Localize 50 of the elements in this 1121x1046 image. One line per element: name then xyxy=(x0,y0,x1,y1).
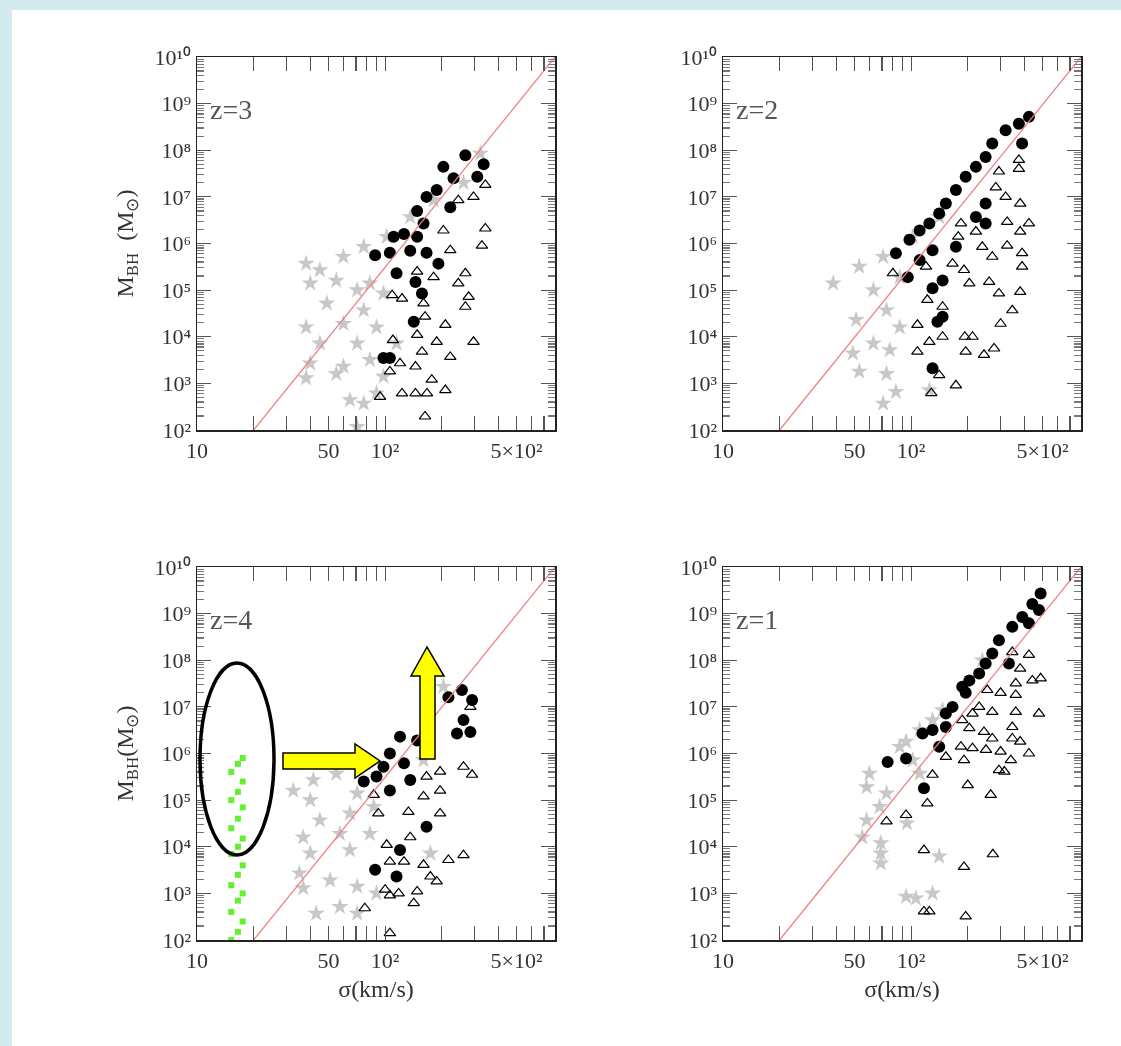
y-tick-label: 10⁶ xyxy=(161,231,192,257)
y-tick-label: 10⁴ xyxy=(161,834,192,860)
x-tick-label: 10² xyxy=(370,437,400,463)
x-tick-label: 50 xyxy=(843,947,866,973)
y-tick-label: 10⁹ xyxy=(687,601,718,627)
annotation: z=1 xyxy=(736,604,779,635)
x-axis-title: σ(km/s) xyxy=(338,975,414,1002)
y-tick-label: 10¹⁰ xyxy=(154,44,192,70)
y-tick-label: 10⁵ xyxy=(687,787,718,813)
y-tick-label: 10⁴ xyxy=(161,324,192,350)
x-tick-label: 50 xyxy=(317,437,340,463)
y-tick-label: 10⁹ xyxy=(687,91,718,117)
y-tick-label: 10⁴ xyxy=(687,834,718,860)
annotation: z=2 xyxy=(736,94,779,125)
y-tick-label: 10⁷ xyxy=(161,694,192,720)
x-tick-label: 50 xyxy=(317,947,340,973)
x-tick-label: 5×10² xyxy=(490,947,543,973)
y-tick-label: 10⁸ xyxy=(687,647,718,673)
y-tick-label: 10⁷ xyxy=(161,184,192,210)
x-tick-label: 5×10² xyxy=(490,437,543,463)
y-tick-label: 10¹⁰ xyxy=(154,554,192,580)
y-tick-label: 10⁸ xyxy=(161,137,192,163)
x-tick-label: 10² xyxy=(896,437,926,463)
y-tick-label: 10⁵ xyxy=(161,787,192,813)
y-tick-label: 10⁶ xyxy=(687,231,718,257)
y-tick-label: 10⁸ xyxy=(161,647,192,673)
y-tick-label: 10⁵ xyxy=(161,277,192,303)
annotation: z=3 xyxy=(210,94,253,125)
y-tick-label: 10⁶ xyxy=(687,741,718,767)
x-tick-label: 5×10² xyxy=(1016,437,1069,463)
y-tick-label: 10³ xyxy=(162,371,192,397)
y-tick-label: 10³ xyxy=(688,371,718,397)
y-tick-label: 10⁴ xyxy=(687,324,718,350)
annotation: z=4 xyxy=(210,604,253,635)
y-tick-label: 10⁹ xyxy=(161,601,192,627)
y-tick-label: 10¹⁰ xyxy=(680,554,718,580)
y-tick-label: 10⁸ xyxy=(687,137,718,163)
y-tick-label: 10⁶ xyxy=(161,741,192,767)
y-tick-label: 10¹⁰ xyxy=(680,44,718,70)
y-tick-label: 10⁹ xyxy=(161,91,192,117)
x-tick-label: 5×10² xyxy=(1016,947,1069,973)
y-tick-label: 10³ xyxy=(162,881,192,907)
y-tick-label: 10⁷ xyxy=(687,184,718,210)
x-tick-label: 10² xyxy=(896,947,926,973)
y-tick-label: 10⁵ xyxy=(687,277,718,303)
y-tick-label: 10³ xyxy=(688,881,718,907)
x-tick-label: 10² xyxy=(370,947,400,973)
y-tick-label: 10⁷ xyxy=(687,694,718,720)
x-axis-title: σ(km/s) xyxy=(864,975,940,1002)
x-tick-label: 50 xyxy=(843,437,866,463)
